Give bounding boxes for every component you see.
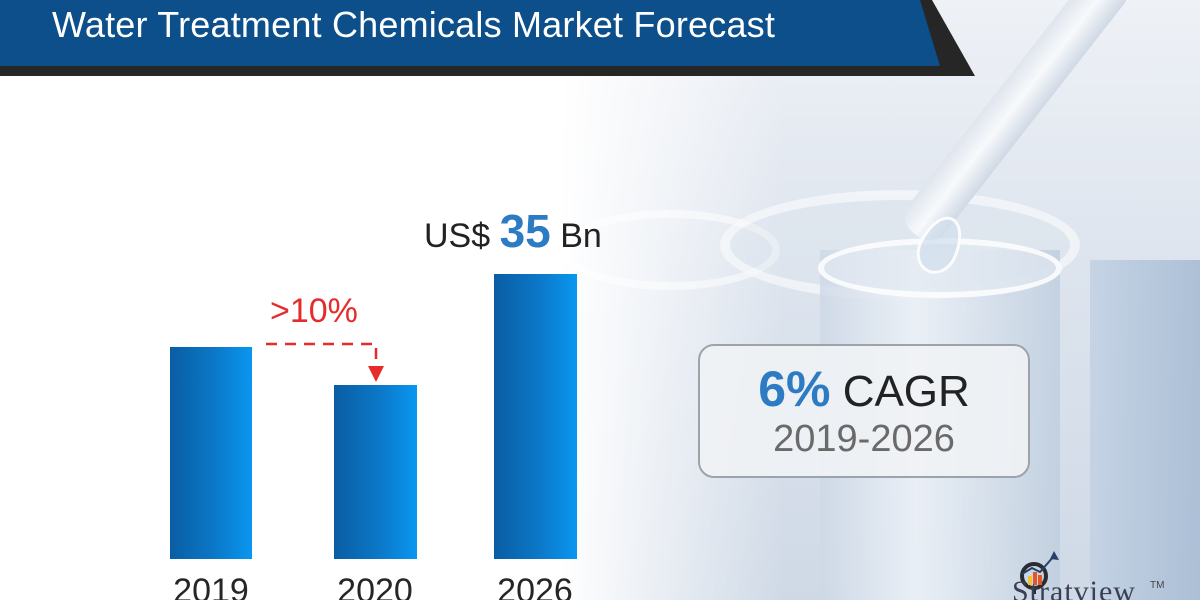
cagr-period: 2019-2026: [773, 418, 955, 460]
value-number: 35: [499, 205, 551, 257]
x-label-2019: 2019: [173, 572, 249, 600]
page-title: Water Treatment Chemicals Market Forecas…: [52, 4, 776, 45]
dashed-arrow-icon: [266, 342, 384, 382]
cagr-headline: 6% CAGR: [700, 360, 1028, 418]
bar-2020: [334, 385, 417, 559]
x-label-2026: 2026: [497, 572, 573, 600]
cagr-percent: 6%: [758, 361, 831, 417]
decline-annotation: >10%: [270, 292, 358, 330]
header-banner: Water Treatment Chemicals Market Forecas…: [0, 0, 940, 66]
logo-wordmark: Stratview: [1012, 575, 1136, 600]
background-beaker: [1090, 260, 1200, 600]
value-suffix: Bn: [560, 217, 602, 255]
value-prefix: US$: [424, 217, 491, 255]
stratview-logo-icon: [1020, 551, 1059, 594]
value-annotation-2026: US$ 35 Bn: [424, 204, 602, 258]
x-label-2020: 2020: [337, 572, 413, 600]
cagr-callout: 6% CAGR 2019-2026: [698, 344, 1030, 478]
bar-2026: [494, 274, 577, 559]
cagr-label: CAGR: [842, 367, 970, 416]
logo-trademark: TM: [1150, 580, 1165, 591]
bar-2019: [170, 347, 252, 559]
